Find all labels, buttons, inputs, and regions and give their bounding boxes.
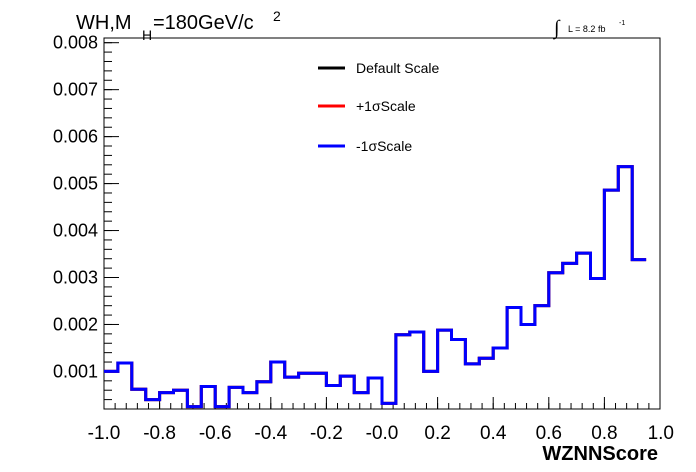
integral-symbol-icon: ∫: [552, 17, 561, 40]
title-subscript: H: [142, 27, 152, 43]
chart-title: WH,M H =180GeV/c 2: [76, 8, 281, 43]
x-axis-label: WZNNScore: [542, 443, 658, 465]
luminosity-label: ∫ L = 8.2 fb -1: [552, 17, 625, 40]
x-tick-label: 0.4: [480, 423, 507, 444]
luminosity-superscript: -1: [619, 20, 625, 27]
y-tick-label: 0.001: [53, 361, 98, 381]
y-tick-label: 0.002: [53, 314, 98, 334]
y-tick-label: 0.004: [53, 221, 98, 241]
legend-label: -1σScale: [356, 138, 412, 154]
plot-frame: [103, 37, 661, 410]
legend-label: +1σScale: [356, 98, 416, 114]
x-tick-label: -0.6: [199, 423, 232, 444]
series-line-2: [104, 165, 647, 409]
series-line-1: [104, 165, 647, 409]
title-superscript: 2: [273, 8, 281, 24]
x-tick-label: -1.0: [88, 423, 121, 444]
x-tick-label: 0.2: [424, 423, 450, 444]
title-suffix: =180GeV/c: [153, 12, 254, 34]
y-tick-label: 0.003: [53, 268, 98, 288]
luminosity-text: L = 8.2 fb: [568, 24, 605, 34]
legend: Default Scale +1σScale -1σScale: [318, 60, 439, 154]
series-line-0: [104, 165, 647, 409]
x-tick-label: 0.8: [591, 423, 617, 444]
title-prefix: WH,M: [76, 12, 132, 34]
y-tick-label: 0.007: [53, 80, 98, 100]
series-layer: [104, 165, 647, 409]
y-tick-label: 0.008: [53, 33, 98, 53]
x-axis: -1.0 -0.8 -0.6 -0.4 -0.2 -0.0 0.2 0.4 0.6 0.8 1.0: [88, 397, 674, 444]
x-tick-label: 0.6: [536, 423, 562, 444]
legend-label: Default Scale: [356, 60, 439, 76]
x-tick-label: -0.8: [143, 423, 176, 444]
x-tick-label: -0.4: [254, 423, 287, 444]
y-tick-label: 0.005: [53, 174, 98, 194]
x-tick-label: 1.0: [648, 423, 674, 444]
y-tick-label: 0.006: [53, 127, 98, 147]
x-tick-label: -0.2: [310, 423, 343, 444]
y-axis: 0.001 0.002 0.003 0.004 0.005 0.006 0.007 0.008: [53, 33, 119, 410]
x-tick-label: -0.0: [366, 423, 399, 444]
